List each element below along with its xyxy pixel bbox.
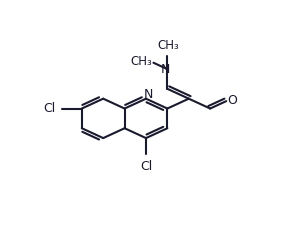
- Text: N: N: [160, 63, 170, 76]
- Text: Cl: Cl: [140, 160, 152, 173]
- Text: N: N: [144, 88, 153, 101]
- Text: Cl: Cl: [43, 102, 55, 115]
- Text: CH₃: CH₃: [130, 55, 152, 68]
- Text: CH₃: CH₃: [157, 39, 179, 52]
- Text: O: O: [227, 94, 237, 107]
